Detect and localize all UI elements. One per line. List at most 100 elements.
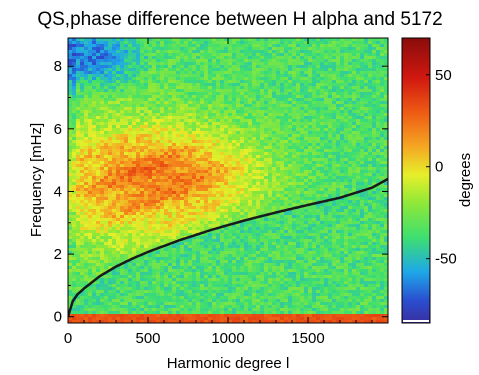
heatmap-cell <box>336 53 341 57</box>
heatmap-cell <box>168 77 173 81</box>
heatmap-cell <box>320 155 325 159</box>
heatmap-cell <box>120 155 125 159</box>
heatmap-cell <box>160 83 165 87</box>
heatmap-cell <box>292 131 297 135</box>
heatmap-cell <box>360 98 365 102</box>
heatmap-cell <box>296 194 301 198</box>
heatmap-cell <box>140 125 145 129</box>
heatmap-cell <box>188 56 193 60</box>
heatmap-cell <box>352 170 357 174</box>
heatmap-cell <box>268 143 273 147</box>
heatmap-cell <box>196 98 201 102</box>
heatmap-cell <box>384 191 388 195</box>
heatmap-cell <box>280 83 285 87</box>
heatmap-cell <box>100 134 105 138</box>
heatmap-cell <box>364 185 369 189</box>
heatmap-cell <box>360 164 365 168</box>
heatmap-cell <box>236 137 241 141</box>
heatmap-cell <box>72 200 77 204</box>
heatmap-cell <box>224 203 229 207</box>
heatmap-cell <box>136 68 141 72</box>
heatmap-cell <box>232 110 237 114</box>
heatmap-cell <box>108 209 113 213</box>
heatmap-cell <box>248 200 253 204</box>
heatmap-cell <box>248 149 253 153</box>
heatmap-cell <box>360 38 365 42</box>
heatmap-cell <box>356 128 361 132</box>
heatmap-cell <box>372 140 377 144</box>
heatmap-cell <box>276 107 281 111</box>
heatmap-cell <box>316 41 321 45</box>
heatmap-cell <box>148 191 153 195</box>
heatmap-cell <box>76 101 81 105</box>
heatmap-cell <box>336 164 341 168</box>
heatmap-cell <box>288 107 293 111</box>
heatmap-cell <box>132 68 137 72</box>
heatmap-cell <box>364 143 369 147</box>
heatmap-cell <box>176 182 181 186</box>
heatmap-cell <box>200 155 205 159</box>
heatmap-cell <box>184 137 189 141</box>
heatmap-cell <box>304 215 309 219</box>
heatmap-cell <box>160 104 165 108</box>
heatmap-cell <box>332 209 337 213</box>
heatmap-cell <box>72 188 77 192</box>
heatmap-cell <box>92 62 97 66</box>
heatmap-cell <box>168 143 173 147</box>
heatmap-cell <box>160 209 165 213</box>
heatmap-cell <box>220 62 225 66</box>
heatmap-cell <box>328 179 333 183</box>
heatmap-cell <box>132 101 137 105</box>
heatmap-cell <box>292 65 297 69</box>
heatmap-cell <box>264 203 269 207</box>
heatmap-cell <box>352 101 357 105</box>
heatmap-cell <box>128 113 133 117</box>
heatmap-cell <box>336 77 341 81</box>
heatmap-cell <box>340 197 345 201</box>
heatmap-cell <box>352 164 357 168</box>
heatmap-cell <box>372 62 377 66</box>
heatmap-cell <box>152 125 157 129</box>
heatmap-cell <box>328 74 333 78</box>
heatmap-cell <box>204 173 209 177</box>
heatmap-cell <box>108 65 113 69</box>
heatmap-cell <box>276 155 281 159</box>
heatmap-cell <box>308 95 313 99</box>
heatmap-cell <box>344 149 349 153</box>
heatmap-cell <box>356 155 361 159</box>
heatmap-cell <box>132 149 137 153</box>
heatmap-cell <box>372 191 377 195</box>
heatmap-cell <box>244 113 249 117</box>
heatmap-cell <box>384 212 388 216</box>
heatmap-cell <box>228 164 233 168</box>
heatmap-cell <box>104 221 109 225</box>
heatmap-cell <box>184 122 189 126</box>
heatmap-cell <box>84 38 89 42</box>
heatmap-cell <box>264 191 269 195</box>
heatmap-cell <box>68 38 73 42</box>
heatmap-cell <box>232 131 237 135</box>
heatmap-cell <box>348 47 353 51</box>
heatmap-cell <box>236 143 241 147</box>
heatmap-cell <box>324 44 329 48</box>
heatmap-cell <box>192 50 197 54</box>
heatmap-cell <box>344 152 349 156</box>
heatmap-cell <box>152 101 157 105</box>
heatmap-cell <box>280 92 285 96</box>
heatmap-cell <box>372 74 377 78</box>
heatmap-cell <box>152 110 157 114</box>
heatmap-cell <box>200 161 205 165</box>
heatmap-cell <box>80 197 85 201</box>
heatmap-cell <box>168 107 173 111</box>
heatmap-cell <box>232 89 237 93</box>
heatmap-cell <box>348 128 353 132</box>
heatmap-cell <box>144 68 149 72</box>
heatmap-cell <box>176 74 181 78</box>
heatmap-cell <box>104 173 109 177</box>
heatmap-cell <box>384 56 388 60</box>
heatmap-cell <box>324 191 329 195</box>
heatmap-cell <box>184 77 189 81</box>
heatmap-cell <box>324 47 329 51</box>
heatmap-cell <box>184 98 189 102</box>
heatmap-cell <box>248 107 253 111</box>
